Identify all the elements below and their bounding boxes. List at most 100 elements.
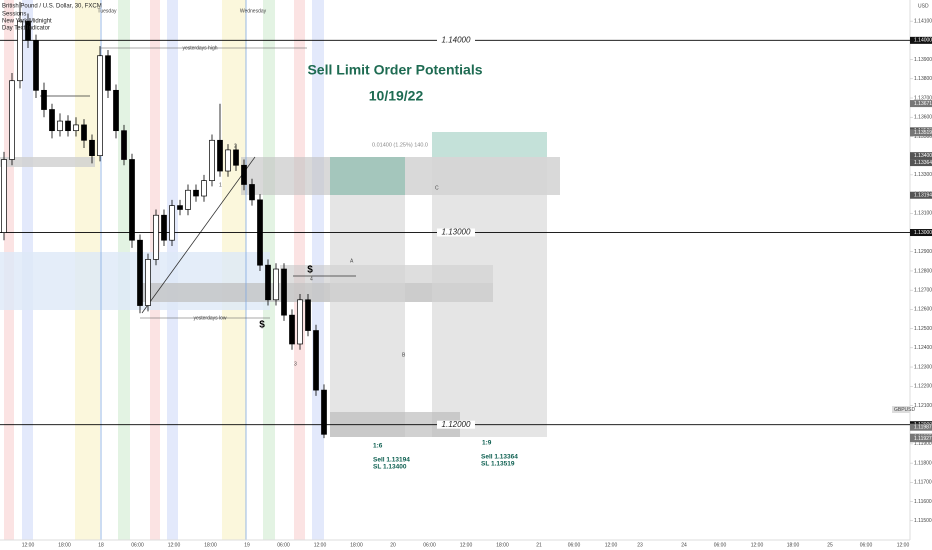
candle-body: [313, 330, 319, 391]
y-tick-label: 1.13900: [914, 57, 932, 63]
x-tick-label: 12:00: [605, 542, 618, 548]
y-tick-label: 1.13700: [914, 95, 932, 101]
x-tick-label: 06:00: [423, 542, 436, 548]
annotation: $: [259, 320, 265, 331]
level-label: 1.14000: [442, 35, 471, 44]
y-tick-label: 1.12400: [914, 345, 932, 351]
price-badge-label: 1.13000: [914, 230, 932, 236]
candle-body: [65, 120, 71, 132]
candle-body: [73, 124, 79, 132]
candle-body: [297, 299, 303, 345]
candle-body: [49, 109, 55, 132]
price-badge: [910, 36, 932, 44]
chart-subtitle: 10/19/22: [369, 88, 424, 104]
y-tick-label: 1.11900: [914, 441, 932, 447]
x-tick-label: 25: [827, 542, 833, 548]
x-tick-label: 18:00: [58, 542, 71, 548]
price-badge-label: 1.11987: [914, 425, 932, 431]
price-badge-label: 1.13671: [914, 101, 932, 107]
setup-entry: Sell 1.13194: [373, 457, 410, 464]
candle-body: [241, 164, 247, 185]
annotation: 1: [219, 182, 222, 188]
x-tick-label: 12:00: [897, 542, 910, 548]
annotation: $: [307, 265, 313, 276]
candle-body: [25, 20, 31, 41]
price-badge-label: 1.13519: [914, 130, 932, 136]
price-badge: [910, 152, 932, 160]
y-tick-label: 1.11500: [914, 518, 932, 524]
y-tick-label: 1.12900: [914, 249, 932, 255]
annotation: A: [350, 258, 354, 264]
price-badge: [910, 191, 932, 199]
indicator: New York Midnight: [2, 19, 52, 25]
candle-body: [233, 149, 239, 166]
x-tick-label: 12:00: [460, 542, 473, 548]
candle-body: [321, 389, 327, 435]
x-tick-label: 18: [98, 542, 104, 548]
y-tick-label: 1.14100: [914, 18, 932, 24]
y-tick-label: 1.11600: [914, 499, 932, 505]
symbol: British Pound / U.S. Dollar, 30, FXCM: [2, 4, 102, 10]
x-tick-label: 06:00: [568, 542, 581, 548]
x-tick-label: 23: [637, 542, 643, 548]
price-badge-label: 1.13194: [914, 193, 932, 199]
price-badge-label: 1.13364: [914, 160, 932, 166]
annotation: yesterdays low: [193, 315, 226, 321]
candle-body: [305, 299, 311, 331]
y-tick-label: 1.12600: [914, 307, 932, 313]
price-badge-label: 1.13400: [914, 153, 932, 159]
candle-body: [57, 120, 63, 132]
x-tick-label: 18:00: [787, 542, 800, 548]
annotation: 3: [294, 361, 297, 367]
annotation: 4: [310, 276, 313, 282]
candle-body: [17, 20, 23, 82]
candle-body: [81, 124, 87, 141]
setup-ratio: 1:9: [482, 440, 492, 447]
ticker-badge-bg: [892, 406, 910, 413]
indicator: Sessions: [2, 12, 26, 18]
candle-body: [121, 130, 127, 160]
x-tick-label: 19: [244, 542, 250, 548]
candle-body: [137, 239, 143, 306]
x-tick-label: 06:00: [131, 542, 144, 548]
x-tick-label: 06:00: [714, 542, 727, 548]
price-badge: [910, 423, 932, 431]
annotation: yesterdays high: [182, 45, 217, 51]
candle-body: [249, 184, 255, 201]
level-label: 1.13000: [442, 228, 471, 237]
ticker-badge: GBPUSD: [894, 407, 916, 413]
y-tick-label: 1.12100: [914, 403, 932, 409]
day-label: Tuesday: [98, 8, 117, 14]
x-tick-label: 21: [536, 542, 542, 548]
x-tick-label: 06:00: [277, 542, 290, 548]
candle-body: [105, 55, 111, 91]
candle-body: [201, 180, 207, 197]
candle-body: [145, 259, 151, 306]
candle-body: [41, 89, 47, 110]
y-tick-label: 1.12500: [914, 326, 932, 332]
day-label: Wednesday: [240, 8, 267, 14]
candle-body: [89, 139, 95, 157]
price-badge: [910, 129, 932, 137]
x-tick-label: 18:00: [350, 542, 363, 548]
candle-body: [161, 214, 167, 241]
price-badge: [910, 435, 932, 443]
y-tick-label: 1.12200: [914, 384, 932, 390]
annotation: B: [402, 352, 406, 358]
session-shading: [0, 0, 911, 541]
candle-body: [193, 189, 199, 197]
annotation: C: [435, 185, 439, 191]
annotation: 0.01400 (1.25%) 140.0: [372, 142, 428, 148]
price-badge: [910, 159, 932, 167]
y-tick-label: 1.13300: [914, 172, 932, 178]
x-tick-label: 12:00: [22, 542, 35, 548]
price-badge: [910, 229, 932, 237]
x-tick-label: 18:00: [496, 542, 509, 548]
chart-title: Sell Limit Order Potentials: [307, 62, 482, 78]
candle-body: [225, 149, 231, 172]
candle-body: [169, 205, 175, 241]
y-tick-label: 1.13800: [914, 76, 932, 82]
setup-entry: Sell 1.13364: [481, 454, 518, 461]
setup-stop: SL 1.13400: [373, 464, 407, 471]
